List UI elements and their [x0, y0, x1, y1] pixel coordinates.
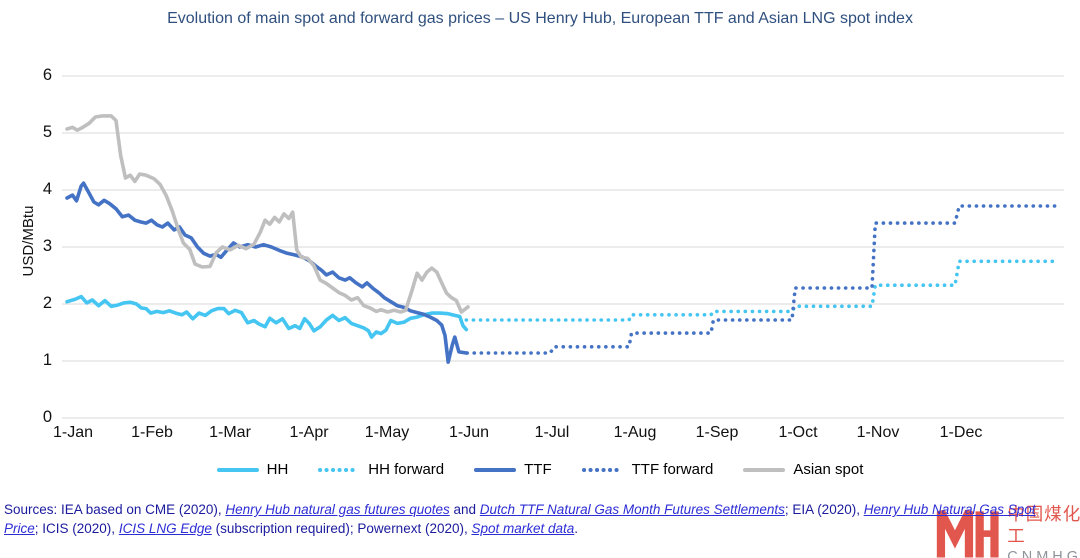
x-tick-label-1-Apr: 1-Apr [289, 424, 329, 441]
legend-item-ttf: TTF [474, 461, 552, 478]
x-tick-label-1-Sep: 1-Sep [695, 424, 739, 441]
cnmhg-watermark-text: 中国煤化工 CNMHG [1007, 503, 1080, 558]
legend-swatch-solid-icon [474, 467, 517, 472]
y-tick-label-5: 5 [42, 123, 52, 141]
y-tick-label-4: 4 [42, 180, 52, 198]
legend-swatch-dotted-icon [318, 467, 361, 472]
legend-item-asian-spot: Asian spot [743, 461, 863, 478]
source-text: Sources: IEA based on CME (2020), [4, 502, 226, 517]
series-ttf-forward-line [465, 204, 1061, 355]
sources-note: Sources: IEA based on CME (2020), Henry … [4, 500, 1070, 538]
legend-label: TTF [524, 461, 552, 478]
sources-line-2: Price; ICIS (2020), ICIS LNG Edge (subsc… [4, 519, 1070, 538]
chart-title: Evolution of main spot and forward gas p… [167, 10, 913, 27]
source-link[interactable]: Price [4, 521, 35, 536]
source-text: ; ICIS (2020), [34, 521, 119, 536]
x-tick-label-1-Jan: 1-Jan [52, 424, 94, 441]
cnmhg-logo-mark-icon [936, 509, 999, 558]
x-tick-label-1-Jun: 1-Jun [448, 424, 490, 441]
chart-legend: HH HH forward TTF TTF forward Asian spot [0, 461, 1080, 478]
legend-label: Asian spot [793, 461, 864, 478]
legend-item-hh-forward: HH forward [318, 461, 444, 478]
x-tick-label-1-May: 1-May [364, 424, 410, 441]
x-tick-label-1-Aug: 1-Aug [613, 424, 657, 441]
y-tick-label-6: 6 [42, 66, 52, 84]
series-ttf-line [65, 181, 469, 364]
source-text: and [449, 502, 480, 517]
sources-line-1: Sources: IEA based on CME (2020), Henry … [4, 500, 1070, 519]
legend-label: HH [266, 461, 289, 478]
legend-swatch-solid-icon [216, 467, 259, 472]
source-text: (subscription required); Powernext (2020… [211, 521, 472, 536]
legend-swatch-dotted-icon [581, 467, 624, 472]
source-link[interactable]: Spot market data [471, 521, 575, 536]
legend-label: TTF forward [631, 461, 714, 478]
y-tick-label-1: 1 [42, 351, 52, 369]
x-tick-label-1-Oct: 1-Oct [778, 424, 818, 441]
source-link[interactable]: Dutch TTF Natural Gas Month Futures Sett… [479, 502, 785, 517]
y-tick-label-0: 0 [42, 408, 52, 426]
legend-item-hh: HH [216, 461, 289, 478]
legend-label: HH forward [368, 461, 445, 478]
y-tick-label-3: 3 [42, 237, 52, 255]
y-tick-label-2: 2 [42, 294, 52, 312]
x-tick-label-1-Jul: 1-Jul [534, 424, 570, 441]
series-asian-spot-line [65, 114, 470, 314]
source-link[interactable]: Henry Hub Natural Gas Spot [863, 502, 1036, 517]
series-hh-line [65, 294, 469, 339]
series-hh-forward-line [464, 259, 1061, 322]
cnmhg-watermark: 中国煤化工 CNMHG [936, 503, 1080, 558]
source-text: . [574, 521, 579, 536]
source-link[interactable]: ICIS LNG Edge [118, 521, 212, 536]
x-tick-label-1-Feb: 1-Feb [131, 424, 173, 441]
watermark-en-text: CNMHG [1007, 549, 1080, 558]
source-link[interactable]: Henry Hub natural gas futures quotes [225, 502, 450, 517]
watermark-cn-text: 中国煤化工 [1007, 504, 1080, 546]
legend-item-ttf-forward: TTF forward [581, 461, 714, 478]
x-tick-label-1-Nov: 1-Nov [856, 424, 900, 441]
legend-swatch-solid-icon [743, 467, 786, 472]
source-text: ; EIA (2020), [784, 502, 864, 517]
x-tick-label-1-Mar: 1-Mar [209, 424, 251, 441]
x-tick-label-1-Dec: 1-Dec [939, 424, 983, 441]
